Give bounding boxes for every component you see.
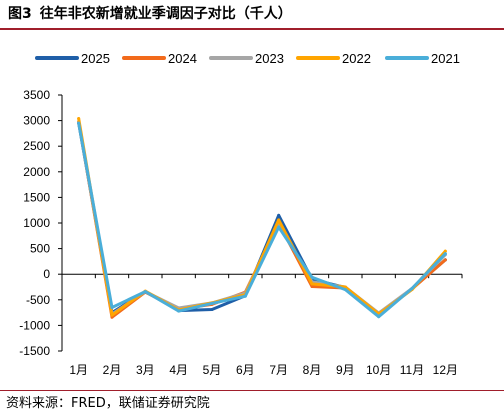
y-tick-label: 2000 (23, 165, 50, 179)
legend-label-2021: 2021 (431, 51, 460, 66)
data-point-2021 (243, 294, 247, 298)
chart-title: 图3 往年非农新增就业季调因子对比（千人） (8, 4, 496, 24)
legend: 2025 2024 2023 2022 2021 (35, 51, 460, 66)
y-axis: 3500 3000 2500 2000 1500 1000 500 0 -500 -1000 -15… (19, 88, 63, 358)
x-axis: 1月 2月 3月 4月 5月 6月 7月 8月 9月 10月 11月 12月 (61, 273, 463, 377)
x-tick-label: 3月 (136, 363, 155, 377)
series-line-2024 (77, 120, 447, 319)
data-point-2021 (443, 252, 447, 256)
source-note: 资料来源：FRED，联储证券研究院 (6, 396, 210, 411)
x-tick-label: 8月 (303, 363, 322, 377)
title-rule (0, 28, 504, 30)
data-point-2021 (410, 287, 414, 291)
series-line-2025 (77, 121, 447, 317)
legend-label-2024: 2024 (168, 51, 197, 66)
y-tick-label: 1500 (23, 190, 50, 204)
x-tick-label: 9月 (336, 363, 355, 377)
y-tick-label: 3500 (23, 88, 50, 102)
data-point-2022 (110, 313, 114, 317)
y-tick-label: -1000 (19, 318, 50, 332)
y-tick-label: 2500 (23, 139, 50, 153)
footer-rule (0, 390, 504, 391)
y-tick-label: 3000 (23, 114, 50, 128)
series-line-2022 (77, 117, 447, 317)
data-point-2021 (210, 301, 214, 305)
y-tick-label: 500 (30, 242, 50, 256)
x-tick-label: 5月 (203, 363, 222, 377)
data-point-2024 (310, 284, 314, 288)
data-point-2021 (110, 305, 114, 309)
legend-label-2023: 2023 (255, 51, 284, 66)
data-point-2021 (143, 290, 147, 294)
x-tick-label: 10月 (366, 363, 391, 377)
data-point-2021 (77, 121, 81, 125)
legend-label-2022: 2022 (342, 51, 371, 66)
data-point-2025 (277, 213, 281, 217)
data-point-2025 (210, 308, 214, 312)
series-line-2023 (77, 120, 447, 316)
series-lines (77, 117, 447, 319)
x-tick-label: 12月 (433, 363, 458, 377)
data-point-2022 (77, 117, 81, 121)
figure-title: 往年非农新增就业季调因子对比（千人） (39, 6, 292, 22)
data-point-2022 (443, 249, 447, 253)
figure-label: 图3 (8, 6, 32, 22)
y-tick-label: -500 (26, 293, 50, 307)
data-point-2021 (377, 315, 381, 319)
x-tick-label: 1月 (69, 363, 88, 377)
line-chart: 2025 2024 2023 2022 2021 3500 3000 2500 2000 150… (19, 51, 463, 377)
data-point-2022 (310, 282, 314, 286)
series-line-2021 (77, 121, 447, 319)
y-tick-label: -1500 (19, 344, 50, 358)
x-tick-label: 4月 (169, 363, 188, 377)
legend-label-2025: 2025 (81, 51, 110, 66)
y-tick-label: 0 (43, 267, 50, 281)
data-point-2024 (443, 258, 447, 262)
data-point-2022 (277, 218, 281, 222)
data-point-2021 (277, 225, 281, 229)
data-point-2021 (343, 288, 347, 292)
data-point-2021 (177, 309, 181, 313)
x-tick-label: 2月 (103, 363, 122, 377)
x-tick-label: 6月 (236, 363, 255, 377)
x-tick-label: 7月 (269, 363, 288, 377)
data-point-2021 (310, 275, 314, 279)
y-tick-label: 1000 (23, 216, 50, 230)
x-tick-label: 11月 (400, 363, 424, 377)
